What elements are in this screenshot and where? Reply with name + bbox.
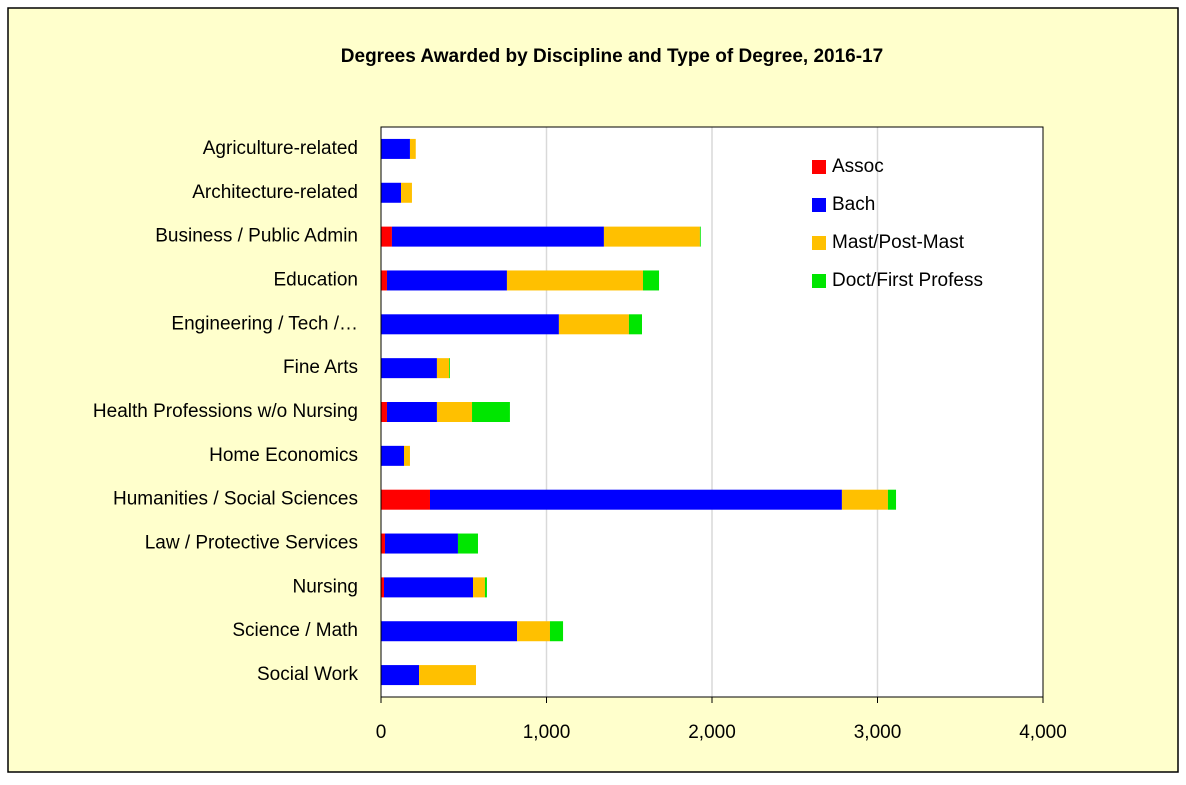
bar-segment <box>381 621 518 642</box>
bar-segment <box>436 402 473 422</box>
y-tick-label: Health Professions w/o Nursing <box>93 401 358 422</box>
bar-segment <box>381 402 387 422</box>
bar-segment <box>409 138 416 159</box>
y-tick-label: Law / Protective Services <box>145 533 358 554</box>
bar-segment <box>381 665 420 686</box>
y-tick-label: Science / Math <box>232 620 358 641</box>
labels: 0 1,000 2,000 3,000 4,000 Agriculture-related… <box>93 138 1067 743</box>
bar-segment <box>506 270 643 291</box>
x-tick-label: 3,000 <box>854 722 902 743</box>
bar-segment <box>429 489 842 510</box>
y-tick-label: Home Economics <box>209 445 358 466</box>
y-tick-label: Humanities / Social Sciences <box>113 489 358 510</box>
legend-swatch <box>812 160 826 174</box>
bar-segment <box>383 577 474 598</box>
bar-segment <box>603 226 700 247</box>
bar-segment <box>381 270 387 291</box>
grid <box>545 127 879 697</box>
legend-label: Assoc <box>832 156 884 177</box>
bar-segment <box>628 314 642 335</box>
bar-segment <box>381 138 410 159</box>
bar-segment <box>436 358 450 379</box>
bar-segment <box>484 577 487 598</box>
bar-segment <box>401 182 412 203</box>
y-tick-label: Social Work <box>257 664 359 685</box>
x-tick-label: 1,000 <box>523 722 571 743</box>
bar-segment <box>381 577 384 598</box>
y-tick-label: Fine Arts <box>283 357 358 378</box>
bar-segment <box>381 358 437 379</box>
y-tick-label: Business / Public Admin <box>155 226 358 247</box>
x-tick-label: 2,000 <box>688 722 736 743</box>
bar-segment <box>384 533 458 554</box>
legend-swatch <box>812 198 826 212</box>
bar-segment <box>642 270 660 291</box>
y-tick-label: Engineering / Tech /… <box>171 313 358 334</box>
y-tick-label: Architecture-related <box>192 182 358 203</box>
legend-swatch <box>812 236 826 250</box>
bar-segment <box>472 402 510 422</box>
x-tick-label: 0 <box>376 722 387 743</box>
bar-segment <box>404 445 410 466</box>
bar-segment <box>391 226 604 247</box>
bar-segment <box>449 358 450 379</box>
bar-segment <box>887 489 897 510</box>
bar-segment <box>558 314 629 335</box>
bar-segment <box>381 314 559 335</box>
x-tick-label: 4,000 <box>1019 722 1067 743</box>
bar-segment <box>419 665 476 686</box>
legend-label: Bach <box>832 194 875 215</box>
bar-segment <box>381 182 402 203</box>
legend-swatch <box>812 274 826 288</box>
bar-segment <box>386 270 507 291</box>
bars <box>381 138 897 686</box>
bar-segment <box>457 533 478 554</box>
bar-segment <box>517 621 550 642</box>
legend-label: Mast/Post-Mast <box>832 232 965 253</box>
legend-label: Doct/First Profess <box>832 270 983 291</box>
chart-title: Degrees Awarded by Discipline and Type o… <box>341 46 883 67</box>
y-tick-label: Nursing <box>293 576 358 597</box>
bar-segment <box>841 489 888 510</box>
bar-segment <box>699 226 701 247</box>
y-tick-label: Agriculture-related <box>203 138 358 159</box>
bar-segment <box>381 445 405 466</box>
bar-segment <box>381 489 430 510</box>
bar-segment <box>381 533 385 554</box>
bar-segment <box>386 402 437 422</box>
bar-segment <box>473 577 485 598</box>
bar-segment <box>381 226 392 247</box>
y-tick-label: Education <box>273 269 358 290</box>
bar-segment <box>549 621 564 642</box>
